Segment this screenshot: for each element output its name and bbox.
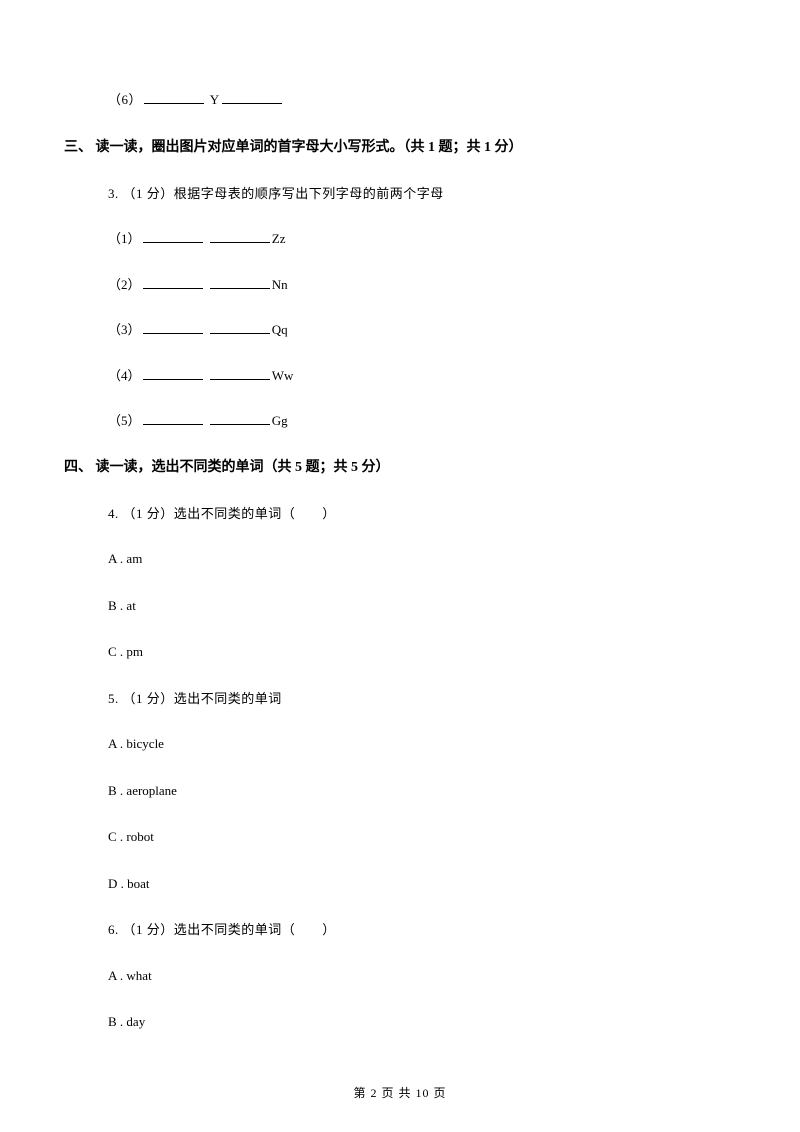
- blank[interactable]: [222, 90, 282, 104]
- sub-item-num: （2）: [108, 277, 141, 292]
- sub-item-6: （6） Y: [108, 90, 722, 110]
- blank[interactable]: [143, 411, 203, 425]
- sub-item-3-5: （5） Gg: [108, 411, 722, 431]
- option-6-a[interactable]: A . what: [108, 966, 722, 986]
- sub-item-num: （3）: [108, 322, 141, 337]
- sub-item-suffix: Qq: [272, 322, 288, 337]
- option-6-b[interactable]: B . day: [108, 1012, 722, 1032]
- sub-item-suffix: Gg: [272, 413, 288, 428]
- option-5-d[interactable]: D . boat: [108, 874, 722, 894]
- option-4-c[interactable]: C . pm: [108, 642, 722, 662]
- sub-item-num: （4）: [108, 368, 141, 383]
- blank[interactable]: [210, 366, 270, 380]
- sub-item-3-1: （1） Zz: [108, 229, 722, 249]
- question-4-stem: 4. （1 分）选出不同类的单词（ ）: [108, 504, 722, 524]
- question-3-stem: 3. （1 分）根据字母表的顺序写出下列字母的前两个字母: [108, 184, 722, 204]
- blank[interactable]: [210, 411, 270, 425]
- sub-item-3-2: （2） Nn: [108, 275, 722, 295]
- option-5-c[interactable]: C . robot: [108, 827, 722, 847]
- sub-item-3-3: （3） Qq: [108, 320, 722, 340]
- blank[interactable]: [144, 90, 204, 104]
- sub-item-suffix: Ww: [272, 368, 294, 383]
- sub-item-suffix: Y: [206, 92, 220, 107]
- option-5-a[interactable]: A . bicycle: [108, 734, 722, 754]
- sub-item-3-4: （4） Ww: [108, 366, 722, 386]
- option-4-b[interactable]: B . at: [108, 596, 722, 616]
- blank[interactable]: [210, 275, 270, 289]
- blank[interactable]: [143, 366, 203, 380]
- question-6-stem: 6. （1 分）选出不同类的单词（ ）: [108, 920, 722, 940]
- blank[interactable]: [143, 320, 203, 334]
- blank[interactable]: [143, 275, 203, 289]
- question-5-stem: 5. （1 分）选出不同类的单词: [108, 689, 722, 709]
- option-5-b[interactable]: B . aeroplane: [108, 781, 722, 801]
- option-4-a[interactable]: A . am: [108, 549, 722, 569]
- page-footer: 第 2 页 共 10 页: [0, 1084, 800, 1102]
- blank[interactable]: [143, 229, 203, 243]
- sub-item-num: （6）: [108, 92, 142, 107]
- blank[interactable]: [210, 229, 270, 243]
- sub-item-num: （1）: [108, 231, 141, 246]
- section-4-heading: 四、 读一读，选出不同类的单词（共 5 题；共 5 分）: [64, 457, 722, 478]
- sub-item-suffix: Nn: [272, 277, 288, 292]
- section-3-heading: 三、 读一读，圈出图片对应单词的首字母大小写形式。（共 1 题；共 1 分）: [64, 137, 722, 158]
- sub-item-suffix: Zz: [272, 231, 286, 246]
- blank[interactable]: [210, 320, 270, 334]
- sub-item-num: （5）: [108, 413, 141, 428]
